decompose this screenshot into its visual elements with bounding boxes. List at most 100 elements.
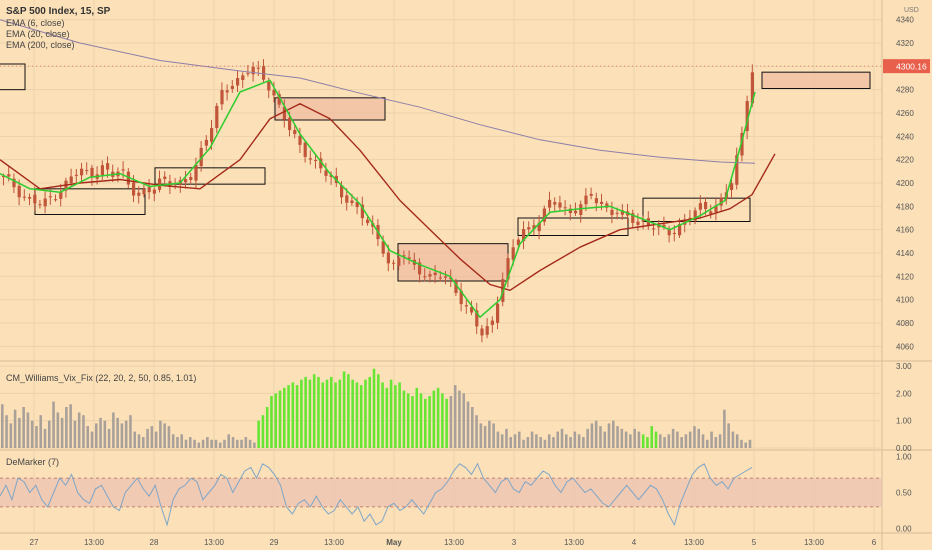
candle-body [59, 192, 63, 199]
candle-body [506, 258, 510, 280]
vix-bar [210, 439, 213, 448]
vix-bar [274, 393, 278, 448]
vix-panel-title: CM_Williams_Vix_Fix (22, 20, 2, 50, 0.85… [6, 373, 196, 383]
candle-body [454, 281, 458, 293]
zones [0, 63, 871, 282]
vix-bar [240, 439, 243, 448]
zone-box [0, 63, 26, 91]
candle-body [516, 239, 520, 246]
candle-body [340, 185, 344, 198]
vix-bar [569, 437, 572, 448]
vix-bar [295, 385, 299, 448]
x-tick-label: 6 [872, 538, 877, 547]
candle-body [360, 204, 364, 219]
vix-bar [300, 379, 303, 448]
vix-bar [304, 376, 307, 448]
candle-body [438, 277, 442, 279]
candle-body [589, 193, 593, 196]
demarker-tick-label: 1.00 [896, 453, 912, 462]
legend-ema20: EMA (20, close) [6, 29, 70, 39]
vix-bar [727, 423, 730, 448]
candle-body [714, 205, 718, 213]
candle-body [298, 135, 302, 145]
vix-bar [278, 390, 282, 448]
candle-body [230, 85, 234, 89]
candle-body [293, 130, 297, 135]
x-tick-label: 4 [632, 538, 637, 547]
candle-body [17, 185, 21, 198]
vix-bar [65, 407, 68, 448]
chart-title: S&P 500 Index, 15, SP [6, 6, 111, 17]
vix-bar [308, 379, 312, 448]
candle-body [496, 303, 500, 323]
candle-body [69, 176, 73, 183]
vix-bar [449, 396, 453, 448]
vix-bar [633, 428, 636, 448]
candle-body [600, 201, 604, 204]
candle-body [267, 81, 271, 91]
vix-bar [112, 412, 115, 448]
vix-bar [253, 442, 256, 448]
candle-body [542, 208, 546, 222]
vix-bar [483, 426, 487, 448]
vix-bar [377, 374, 380, 448]
last-price-tag [883, 59, 930, 74]
vix-bar [646, 437, 649, 448]
price-tick-label: 4200 [896, 179, 914, 188]
price-tick-label: 4100 [896, 296, 914, 305]
candle-body [678, 224, 682, 236]
candle-body [246, 73, 250, 75]
vix-bar [223, 439, 226, 448]
vix-bar [35, 426, 38, 448]
vix-bar [445, 398, 448, 448]
x-tick-label: 28 [150, 538, 159, 547]
vix-bar [419, 393, 423, 448]
vix-bar [338, 379, 342, 448]
vix-bar [697, 428, 701, 448]
vix-bar [394, 385, 397, 448]
currency-label: USD [904, 7, 919, 14]
candle-body [189, 176, 193, 181]
candle-body [537, 222, 541, 232]
vix-bar [684, 434, 688, 448]
candle-body [740, 132, 744, 156]
vix-bar [402, 390, 406, 448]
x-tick-label: 13:00 [804, 538, 825, 547]
vix-bar [496, 431, 500, 448]
vix-bar [261, 415, 265, 448]
candle-body [594, 198, 598, 204]
candle-body [184, 179, 188, 183]
candle-body [121, 169, 125, 171]
vix-bar [462, 393, 466, 448]
vix-bar [227, 434, 231, 448]
vix-bar [1, 404, 4, 448]
overlay: 4300.16 [0, 59, 930, 74]
candle-body [646, 218, 650, 227]
vix-bar [159, 420, 162, 448]
vix-bar [471, 407, 474, 448]
demarker-panel-title: DeMarker (7) [6, 457, 59, 467]
vix-bar [590, 423, 594, 448]
vix-bar [270, 396, 273, 448]
candle-body [418, 262, 422, 275]
vix-bar [355, 382, 359, 448]
candle-body [522, 229, 526, 241]
candle-body [204, 139, 208, 146]
price-tick-label: 4220 [896, 156, 914, 165]
vix-bar [257, 420, 260, 448]
candle-body [366, 219, 370, 224]
candle-body [459, 290, 463, 305]
zone-box [274, 97, 386, 121]
vix-bar [342, 371, 346, 448]
candle-body [397, 257, 401, 266]
candle-body [288, 117, 292, 131]
candle-body [553, 202, 557, 205]
vix-bar [556, 431, 560, 448]
candle-body [563, 207, 567, 209]
vix-bar [142, 437, 145, 448]
vix-bar [193, 439, 196, 448]
vix-tick-label: 0.00 [896, 444, 912, 453]
vix-bar [659, 434, 662, 448]
x-tick-label: May [386, 538, 402, 547]
vix-bar [9, 423, 13, 448]
